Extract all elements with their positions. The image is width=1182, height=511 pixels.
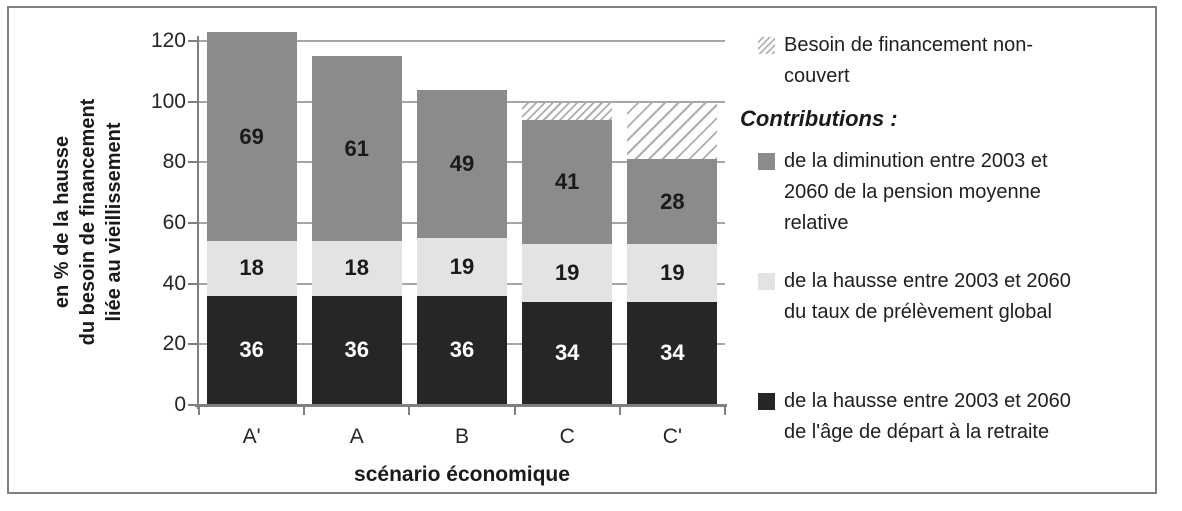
x-tick-1 — [303, 407, 306, 415]
bar-value-label: 36 — [449, 337, 475, 363]
y-tick-label-0: 0 — [174, 393, 186, 416]
legend-label-uncovered: Besoin de financement non-couvert — [784, 34, 1034, 87]
bar-value-label: 34 — [660, 340, 685, 366]
y-axis-title-line: du besoin de financement — [77, 98, 99, 346]
x-category-label-3: C — [559, 425, 575, 448]
bar-segment-C'-0: 34 — [627, 301, 718, 405]
hatch-swatch-icon — [758, 37, 775, 54]
y-axis-title-line: liée au vieillissement — [103, 122, 125, 322]
bar-segment-B-0: 36 — [417, 295, 507, 405]
bar-segment-C-0: 34 — [522, 301, 613, 405]
x-tick-4 — [618, 407, 621, 415]
y-tick-label-100: 100 — [150, 89, 186, 113]
y-axis-title: en % de la hausse du besoin de financeme… — [49, 22, 127, 422]
bar-segment-C'-2: 28 — [627, 159, 718, 245]
bar-segment-C'-1: 19 — [627, 244, 718, 302]
y-tick-20 — [188, 343, 197, 346]
figure-border — [7, 6, 1157, 494]
bar-segment-C-uncovered — [522, 101, 613, 120]
gray-swatch-icon — [758, 153, 775, 170]
y-axis-title-line: en % de la hausse — [51, 135, 73, 309]
black-swatch-icon — [758, 393, 775, 410]
bar-value-label: 19 — [449, 253, 475, 279]
legend-section-title: Contributions : — [740, 106, 898, 131]
x-tick-2 — [408, 407, 411, 415]
x-axis-title: scénario économique — [354, 463, 570, 486]
x-axis-line — [195, 404, 727, 407]
legend-label-prelevement: de la hausse entre 2003 et 2060 du taux … — [784, 270, 1071, 323]
bar-segment-C-1: 19 — [522, 244, 613, 302]
x-category-label-1: A — [349, 425, 364, 448]
bar-segment-C-2: 41 — [522, 119, 613, 245]
bar-value-label: 18 — [344, 255, 370, 281]
bar-value-label: 36 — [239, 337, 264, 363]
legend-label-pension: de la diminution entre 2003 et 2060 de l… — [784, 150, 1048, 234]
y-tick-100 — [188, 100, 197, 103]
y-tick-80 — [188, 161, 197, 164]
x-category-label-2: B — [454, 425, 469, 448]
bar-value-label: 49 — [449, 150, 475, 176]
y-tick-label-80: 80 — [162, 150, 186, 174]
bar-segment-A'-1: 18 — [206, 241, 297, 296]
bar-segment-C'-uncovered — [627, 101, 718, 160]
bar-segment-A-1: 18 — [311, 241, 402, 296]
y-tick-120 — [188, 40, 197, 42]
legend-item-pension: de la diminution entre 2003 et 2060 de l… — [758, 146, 1084, 239]
y-tick-40 — [188, 282, 197, 285]
bar-segment-A'-2: 69 — [206, 31, 297, 242]
x-tick-0 — [198, 407, 200, 415]
y-tick-label-120: 120 — [150, 29, 186, 52]
bar-value-label: 41 — [554, 169, 580, 195]
bar-segment-B-2: 49 — [417, 89, 507, 239]
bar-segment-B-1: 19 — [417, 238, 507, 296]
y-tick-label-40: 40 — [162, 271, 186, 295]
legend-item-prelevement: de la hausse entre 2003 et 2060 du taux … — [758, 266, 1084, 328]
y-tick-60 — [188, 222, 197, 224]
bar-value-label: 19 — [554, 260, 580, 286]
bar-value-label: 18 — [239, 255, 264, 281]
gridline-120 — [199, 40, 725, 42]
legend-item-retraite: de la hausse entre 2003 et 2060 de l'âge… — [758, 386, 1084, 448]
x-tick-3 — [513, 407, 516, 415]
bar-value-label: 69 — [239, 123, 264, 149]
legend-label-retraite: de la hausse entre 2003 et 2060 de l'âge… — [784, 390, 1071, 443]
x-tick-5 — [724, 407, 726, 415]
y-axis-line — [197, 36, 199, 409]
bar-value-label: 19 — [660, 260, 685, 286]
light-gray-swatch-icon — [758, 273, 775, 290]
x-category-label-0: A' — [242, 425, 261, 448]
bar-value-label: 28 — [660, 188, 685, 214]
y-tick-label-60: 60 — [162, 211, 186, 234]
bar-value-label: 34 — [554, 340, 580, 366]
bar-value-label: 61 — [344, 135, 370, 161]
bar-segment-A'-0: 36 — [206, 295, 297, 405]
legend-item-uncovered: Besoin de financement non-couvert — [758, 30, 1084, 92]
y-tick-0 — [188, 404, 197, 406]
bar-segment-A-0: 36 — [311, 295, 402, 405]
x-category-label-4: C' — [662, 425, 682, 448]
bar-value-label: 36 — [344, 337, 370, 363]
y-tick-label-20: 20 — [162, 332, 186, 356]
bar-segment-A-2: 61 — [311, 56, 402, 242]
